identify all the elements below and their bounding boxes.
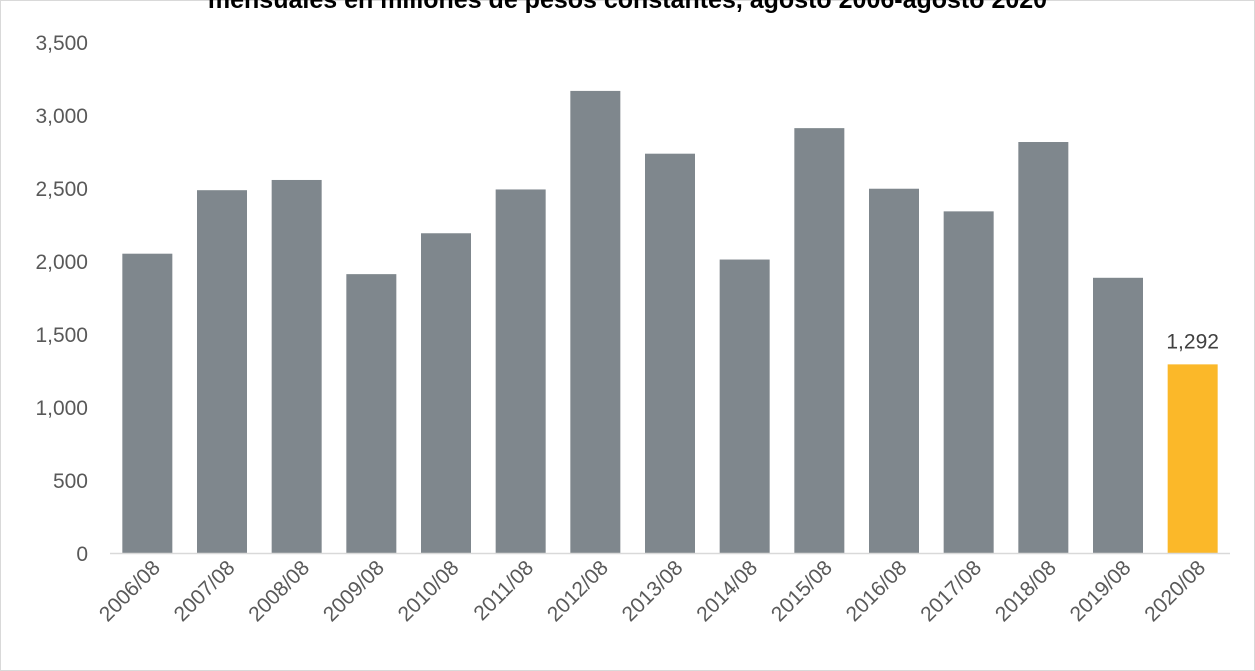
bar-2014-08 [719, 259, 770, 553]
bar-2013-08 [645, 153, 695, 553]
y-tick-label: 3,000 [35, 105, 88, 128]
x-tick-label: 2006/08 [95, 556, 165, 626]
bar-2012-08 [570, 90, 621, 553]
bar-2009-08 [346, 274, 397, 553]
y-tick-label: 2,000 [35, 251, 88, 274]
x-tick-label: 2011/08 [469, 556, 538, 625]
bar-2006-08 [122, 253, 173, 553]
y-tick-label: 1,500 [35, 324, 88, 347]
bar-2019-08 [1093, 277, 1143, 553]
bar-2016-08 [869, 188, 919, 554]
x-tick-label: 2007/08 [170, 556, 240, 626]
x-tick-label: 2013/08 [618, 556, 688, 626]
bar-2015-08 [794, 128, 845, 553]
x-tick-label: 2016/08 [842, 556, 912, 626]
bar-2018-08 [1018, 142, 1069, 553]
x-tick-label: 2017/08 [916, 556, 986, 626]
x-tick-label: 2009/08 [319, 556, 389, 626]
x-tick-label: 2015/08 [767, 556, 837, 626]
x-tick-label: 2018/08 [991, 556, 1061, 626]
bars [122, 90, 1218, 554]
y-tick-label: 1,000 [35, 397, 88, 420]
y-tick-label: 3,500 [35, 32, 88, 55]
x-tick-label: 2020/08 [1140, 556, 1210, 626]
data-labels: 1,292 [1166, 330, 1219, 353]
x-tick-label: 2014/08 [692, 556, 762, 626]
x-tick-label: 2012/08 [543, 556, 613, 626]
bar-2007-08 [197, 190, 247, 553]
y-tick-label: 500 [53, 470, 88, 493]
bar-2017-08 [943, 211, 994, 554]
bar-2020-08 [1167, 364, 1218, 553]
bar-2010-08 [421, 233, 471, 553]
bar-2008-08 [271, 179, 322, 553]
y-tick-label: 0 [76, 543, 88, 566]
x-tick-label: 2010/08 [394, 556, 464, 626]
x-axis-ticks: 2006/08 2007/08 2008/08 2009/08 2010/08 2011/… [95, 556, 1210, 626]
x-tick-label: 2008/08 [244, 556, 314, 626]
y-axis-ticks: 0 500 1,000 1,500 2,000 2,500 3,000 3,500 [35, 32, 88, 566]
y-tick-label: 2,500 [35, 178, 88, 201]
x-tick-label: 2019/08 [1066, 556, 1136, 626]
data-label: 1,292 [1166, 330, 1219, 353]
bar-2011-08 [495, 189, 546, 553]
chart-title: mensuales en millones de pesos constante… [207, 0, 1048, 14]
